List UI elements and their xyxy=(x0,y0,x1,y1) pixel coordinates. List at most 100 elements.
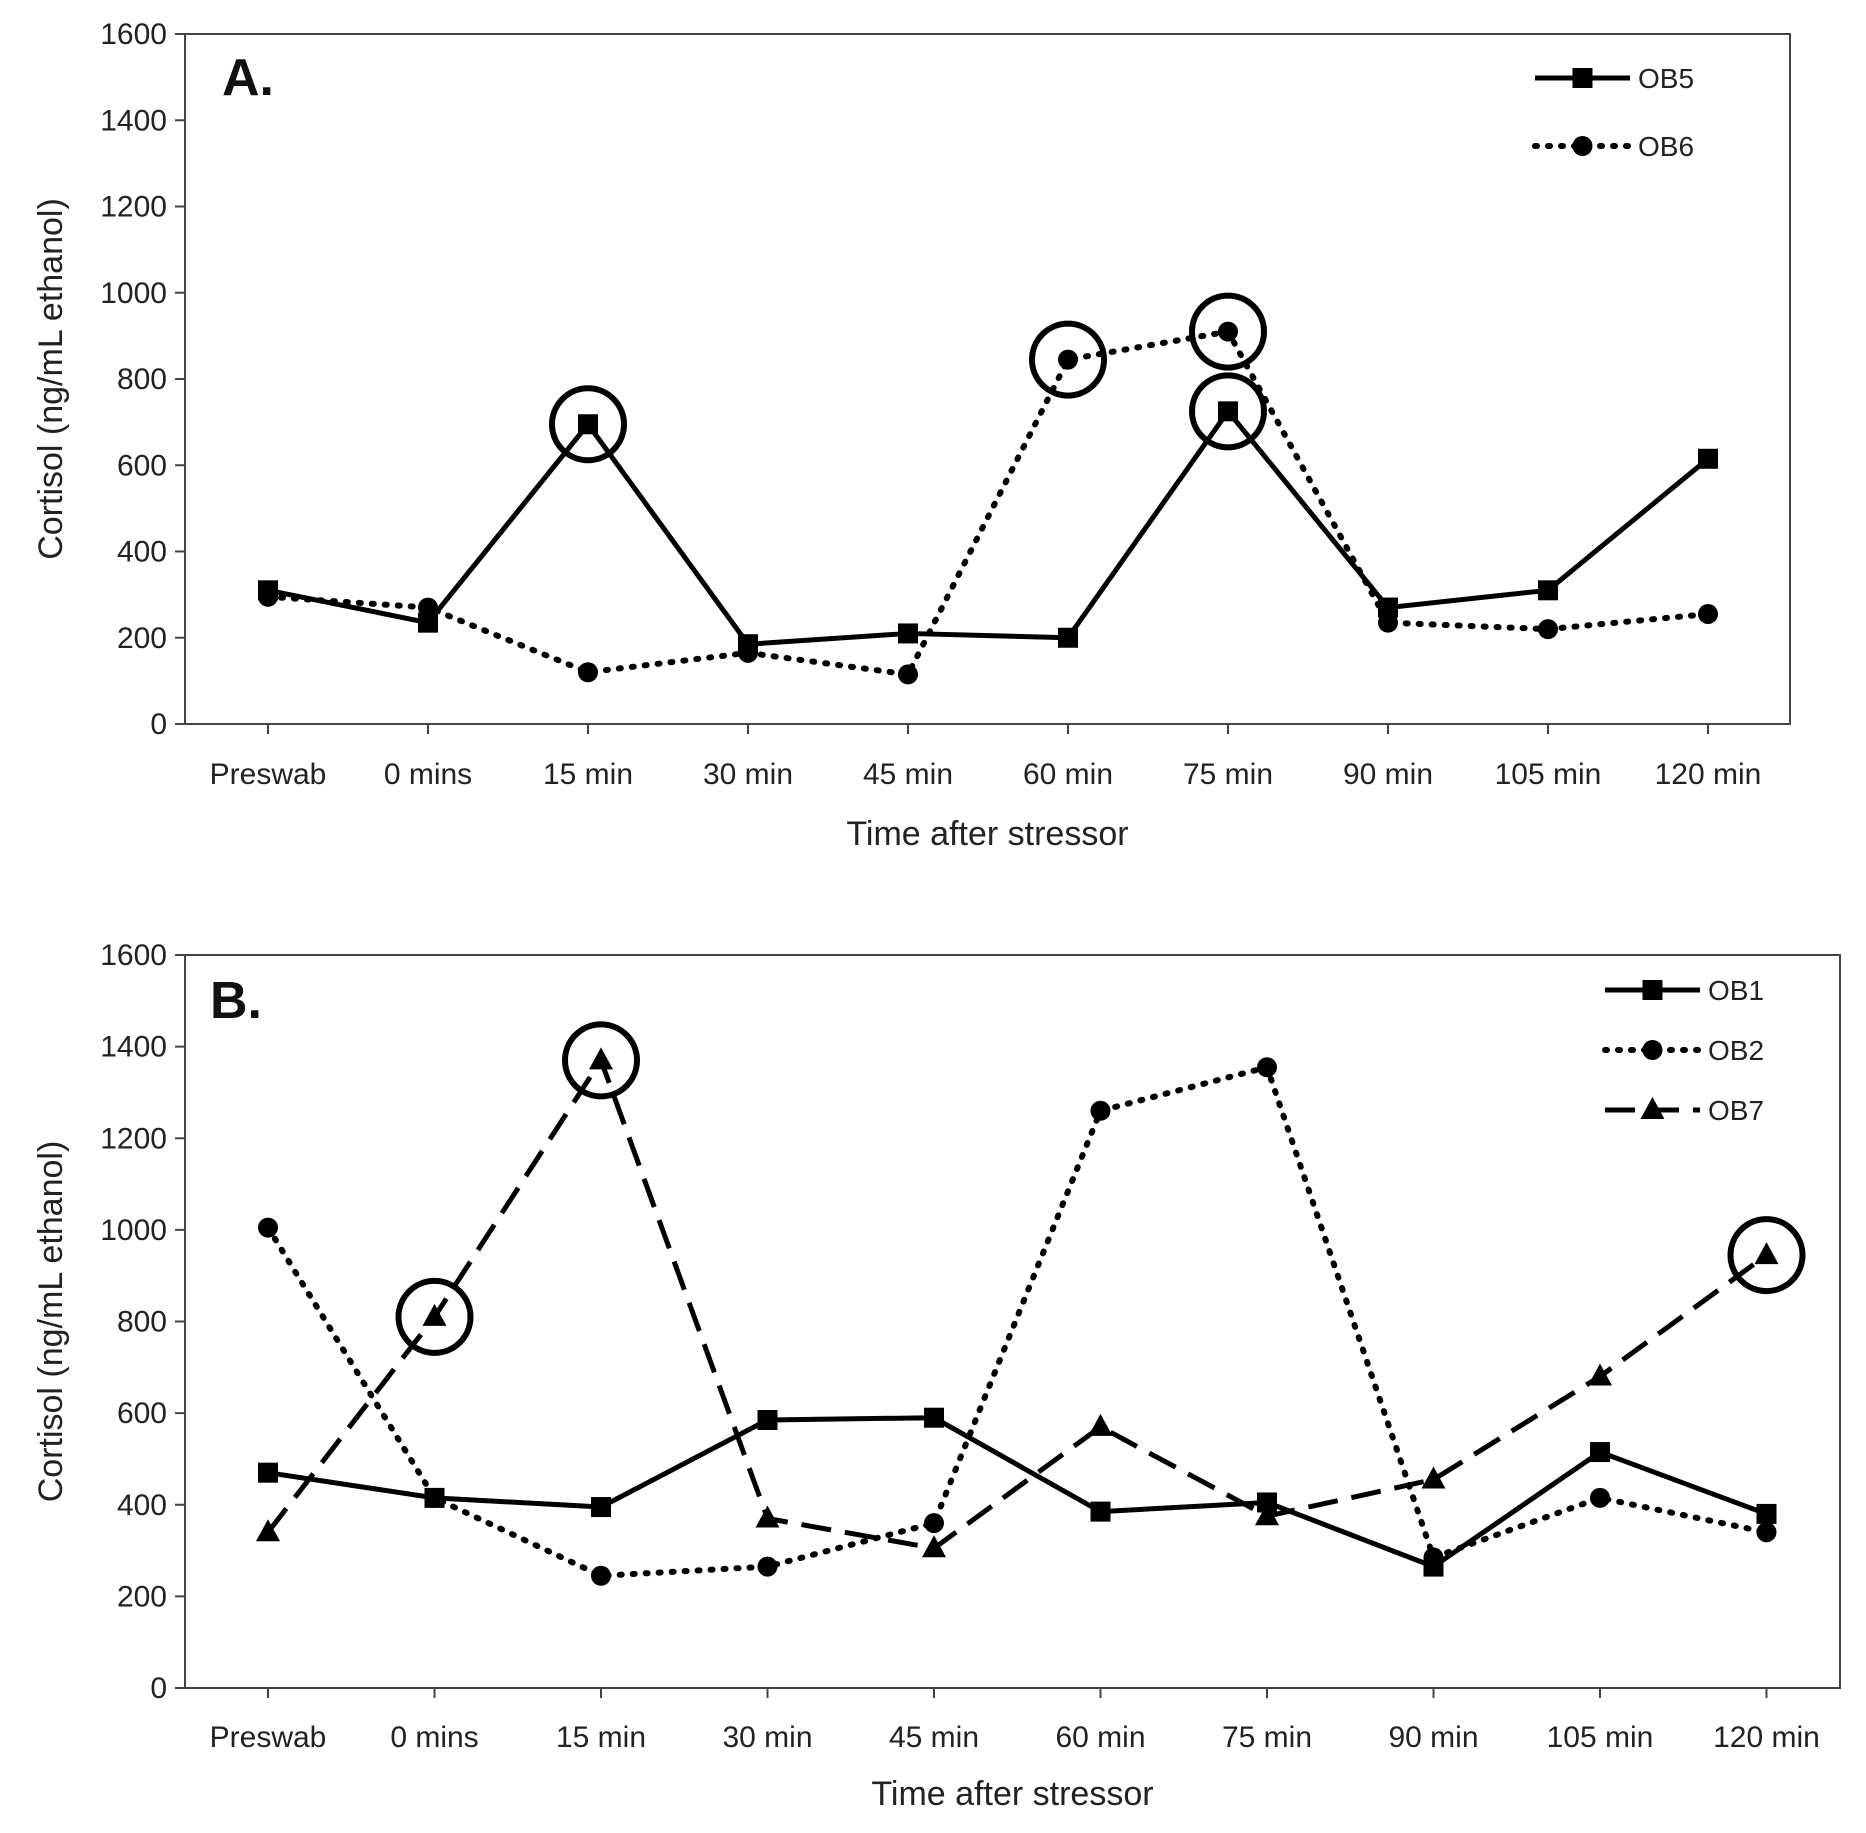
y-tick-label: 1200 xyxy=(100,191,167,224)
data-point xyxy=(1218,321,1238,342)
data-point xyxy=(418,612,438,633)
data-point xyxy=(578,662,598,683)
data-point xyxy=(1218,401,1238,422)
highlight-circle xyxy=(1029,320,1107,399)
x-tick-label: 45 min xyxy=(863,758,953,791)
highlight-circle xyxy=(395,1277,474,1356)
data-point xyxy=(258,586,278,607)
y-tick-label: 1200 xyxy=(100,1122,167,1155)
highlight-circle xyxy=(562,1021,640,1100)
x-tick-label: 60 min xyxy=(1023,758,1113,791)
x-axis-title: Time after stressor xyxy=(846,815,1128,853)
data-point xyxy=(424,1487,445,1508)
x-tick-label: 0 mins xyxy=(390,1721,478,1754)
data-point xyxy=(757,1556,778,1577)
data-point xyxy=(1421,1466,1446,1489)
x-tick-label: 30 min xyxy=(722,1721,812,1754)
y-tick-label: 1600 xyxy=(100,18,167,51)
legend-label-ob7: OB7 xyxy=(1708,1095,1764,1126)
x-tick-label: Preswab xyxy=(210,758,327,791)
data-point xyxy=(1590,1442,1610,1463)
y-tick-label: 400 xyxy=(117,1489,167,1522)
y-tick-label: 1000 xyxy=(100,277,167,310)
y-axis-title: Cortisol (ng/mL ethanol) xyxy=(32,1141,70,1503)
x-tick-label: 30 min xyxy=(703,758,793,791)
data-point xyxy=(258,1462,278,1483)
y-tick-label: 800 xyxy=(117,363,167,396)
data-point xyxy=(1538,619,1558,640)
legend: OB5 OB6 xyxy=(1532,63,1694,162)
data-point xyxy=(1538,580,1558,601)
data-point xyxy=(1756,1522,1777,1543)
chart-panel-2: 0 200 400 600 800 1000 1200 1400 1600 Preswab 0 mi… xyxy=(32,939,1841,1813)
data-point xyxy=(258,1217,278,1238)
y-tick-label: 1400 xyxy=(100,1031,167,1064)
y-tick-label: 400 xyxy=(117,536,167,569)
legend-marker-ob6 xyxy=(1572,136,1593,156)
data-point xyxy=(1756,1503,1777,1524)
legend-label-ob1: OB1 xyxy=(1708,975,1764,1006)
y-tick-label: 600 xyxy=(117,449,167,482)
series-ob7 xyxy=(256,1021,1806,1558)
data-point xyxy=(1257,1057,1277,1078)
legend-marker-ob5 xyxy=(1572,68,1593,88)
highlight-circle xyxy=(549,385,627,464)
data-point xyxy=(1088,1413,1113,1436)
legend-marker-ob7 xyxy=(1640,1097,1665,1119)
panel-label: B. xyxy=(210,972,262,1030)
legend-marker-ob2 xyxy=(1642,1040,1663,1060)
series-line xyxy=(265,328,1711,678)
series-ob6 xyxy=(258,292,1718,685)
y-axis-title: Cortisol (ng/mL ethanol) xyxy=(32,198,70,560)
y-tick-label: 200 xyxy=(117,622,167,655)
data-point xyxy=(1058,627,1078,648)
data-point xyxy=(578,414,598,435)
data-point xyxy=(738,642,758,663)
data-point xyxy=(1090,1100,1111,1121)
data-point xyxy=(591,1565,611,1586)
data-point xyxy=(1257,1492,1277,1513)
x-tick-label: 0 mins xyxy=(384,758,472,791)
legend-label-ob2: OB2 xyxy=(1708,1035,1764,1066)
highlight-circle xyxy=(1727,1216,1806,1295)
y-tick-label: 800 xyxy=(117,1306,167,1339)
data-point xyxy=(1588,1363,1612,1386)
panel-label: A. xyxy=(222,49,274,107)
series-ob2 xyxy=(258,1057,1777,1586)
x-tick-label: 15 min xyxy=(556,1721,646,1754)
series-line xyxy=(266,1057,1768,1551)
x-tick-label: 45 min xyxy=(889,1721,979,1754)
data-point xyxy=(422,1303,447,1326)
data-point xyxy=(1090,1501,1111,1522)
data-point xyxy=(256,1519,280,1542)
x-tick-label: 90 min xyxy=(1388,1721,1478,1754)
data-point xyxy=(1378,612,1398,633)
data-point xyxy=(924,1407,944,1428)
x-tick-label: 105 min xyxy=(1495,758,1602,791)
x-tick-label: 90 min xyxy=(1343,758,1433,791)
x-tick-label: 60 min xyxy=(1055,1721,1145,1754)
y-tick-label: 600 xyxy=(117,1397,167,1430)
data-point xyxy=(924,1513,944,1534)
x-tick-label: 15 min xyxy=(543,758,633,791)
x-tick-label: 120 min xyxy=(1713,1721,1820,1754)
highlight-circle xyxy=(1189,292,1267,371)
legend: OB1 OB2 OB7 xyxy=(1602,975,1764,1126)
data-point xyxy=(1698,448,1718,469)
data-point xyxy=(898,664,918,685)
chart-panel-1: 0 200 400 600 800 1000 1200 1400 1600 Preswab 0 mi… xyxy=(32,18,1791,853)
x-tick-label: 120 min xyxy=(1655,758,1762,791)
data-point xyxy=(591,1497,611,1518)
data-point xyxy=(418,597,438,618)
highlight-circle xyxy=(1189,372,1267,451)
y-tick-label: 200 xyxy=(117,1580,167,1613)
data-point xyxy=(898,623,918,644)
data-point xyxy=(1058,349,1078,370)
y-tick-label: 1000 xyxy=(100,1214,167,1247)
series-line xyxy=(267,408,1710,647)
data-point xyxy=(755,1505,780,1528)
data-point xyxy=(1255,1503,1279,1526)
x-tick-label: Preswab xyxy=(210,1721,327,1754)
legend-label-ob6: OB6 xyxy=(1638,131,1694,162)
data-point xyxy=(922,1535,946,1558)
